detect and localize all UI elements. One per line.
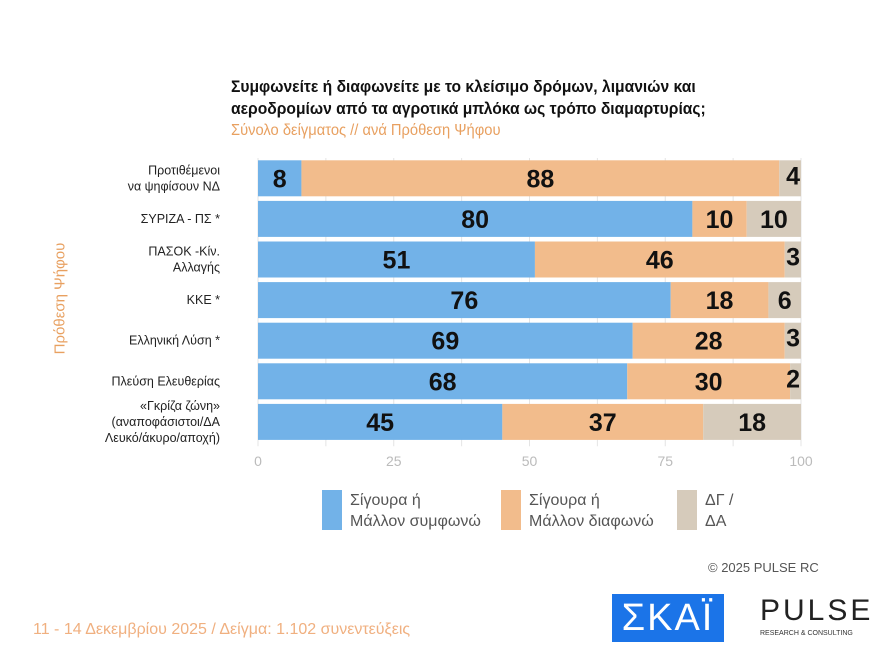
pulse-logo: PULSE xyxy=(760,594,874,627)
data-label: 2 xyxy=(786,365,800,393)
footer-fieldwork: 11 - 14 Δεκεμβρίου 2025 / Δείγμα: 1.102 … xyxy=(33,621,411,638)
bar-segment xyxy=(301,160,780,197)
bar-segment xyxy=(746,200,801,237)
x-tick-label: 25 xyxy=(386,453,402,469)
data-label: 8 xyxy=(273,165,287,193)
skai-logo: ΣΚΑΪ xyxy=(612,594,724,642)
category-label: Προτιθέμενοι xyxy=(148,163,220,177)
category-label: ΚΚΕ * xyxy=(187,293,220,307)
pulse-logo-subtitle: RESEARCH & CONSULTING xyxy=(760,630,853,637)
x-tick-label: 50 xyxy=(522,453,538,469)
data-label: 18 xyxy=(706,287,734,315)
bar-segment xyxy=(768,282,801,319)
category-label: Λευκό/άκυρο/αποχή) xyxy=(105,431,220,445)
data-label: 18 xyxy=(738,409,766,437)
legend-swatch xyxy=(501,490,521,530)
data-label: 3 xyxy=(786,325,800,353)
bar-segment xyxy=(703,403,801,440)
category-label: Αλλαγής xyxy=(173,261,220,275)
x-tick-label: 75 xyxy=(657,453,673,469)
data-label: 10 xyxy=(760,206,788,234)
bar-segment xyxy=(627,363,791,400)
legend-label: Σίγουρα ή Μάλλον συμφωνώ xyxy=(350,492,481,530)
copyright: © 2025 PULSE RC xyxy=(708,560,819,575)
data-label: 6 xyxy=(778,287,792,315)
legend-item-agree: Σίγουρα ή Μάλλον συμφωνώ xyxy=(322,490,500,532)
data-label: 10 xyxy=(706,206,734,234)
legend-label: ΔΓ / ΔΑ xyxy=(705,492,734,530)
bar-segment xyxy=(779,160,801,197)
x-tick-label: 100 xyxy=(789,453,813,469)
data-label: 68 xyxy=(429,368,457,396)
data-label: 45 xyxy=(366,409,394,437)
legend-swatch xyxy=(677,490,697,530)
data-label: 88 xyxy=(526,165,554,193)
bar-segment xyxy=(502,403,704,440)
category-label: Ελληνική Λύση * xyxy=(129,334,220,348)
data-label: 4 xyxy=(786,162,800,190)
category-label: Πλεύση Ελευθερίας xyxy=(112,374,220,388)
category-label: να ψηφίσουν ΝΔ xyxy=(128,179,220,193)
chart-title: Συμφωνείτε ή διαφωνείτε με το κλείσιμο δ… xyxy=(231,77,706,118)
data-label: 3 xyxy=(786,244,800,272)
bar-segment xyxy=(784,241,801,278)
category-label: ΣΥΡΙΖΑ - ΠΣ * xyxy=(141,212,220,226)
bar-segment xyxy=(784,322,801,359)
bar-segment xyxy=(258,403,503,440)
bar-segment xyxy=(670,282,769,319)
bar-segment xyxy=(534,241,785,278)
bar-segment xyxy=(258,241,535,278)
legend-item-disagree: Σίγουρα ή Μάλλον διαφωνώ xyxy=(501,490,679,532)
data-label: 30 xyxy=(695,368,723,396)
legend-swatch xyxy=(322,490,342,530)
bar-segment xyxy=(632,322,785,359)
data-label: 46 xyxy=(646,247,674,275)
data-label: 28 xyxy=(695,328,723,356)
data-label: 80 xyxy=(461,206,489,234)
category-label: ΠΑΣΟΚ -Κίν. xyxy=(148,245,220,259)
bar-segment xyxy=(790,363,801,400)
data-label: 51 xyxy=(383,247,411,275)
data-label: 69 xyxy=(431,328,459,356)
x-tick-label: 0 xyxy=(254,453,262,469)
legend-item-dk: ΔΓ / ΔΑ xyxy=(677,490,765,532)
bar-segment xyxy=(258,160,302,197)
bar-segment xyxy=(692,200,747,237)
bar-segment xyxy=(258,322,633,359)
category-label: «Γκρίζα ζώνη» xyxy=(140,399,220,413)
category-label: (αναποφάσιστοι/ΔΑ xyxy=(112,415,221,429)
bar-segment xyxy=(258,282,671,319)
data-label: 76 xyxy=(450,287,478,315)
bar-segment xyxy=(258,200,693,237)
data-label: 37 xyxy=(589,409,617,437)
legend-label: Σίγουρα ή Μάλλον διαφωνώ xyxy=(529,492,654,530)
chart-subtitle: Σύνολο δείγματος // ανά Πρόθεση Ψήφου xyxy=(231,122,501,139)
bar-segment xyxy=(258,363,628,400)
